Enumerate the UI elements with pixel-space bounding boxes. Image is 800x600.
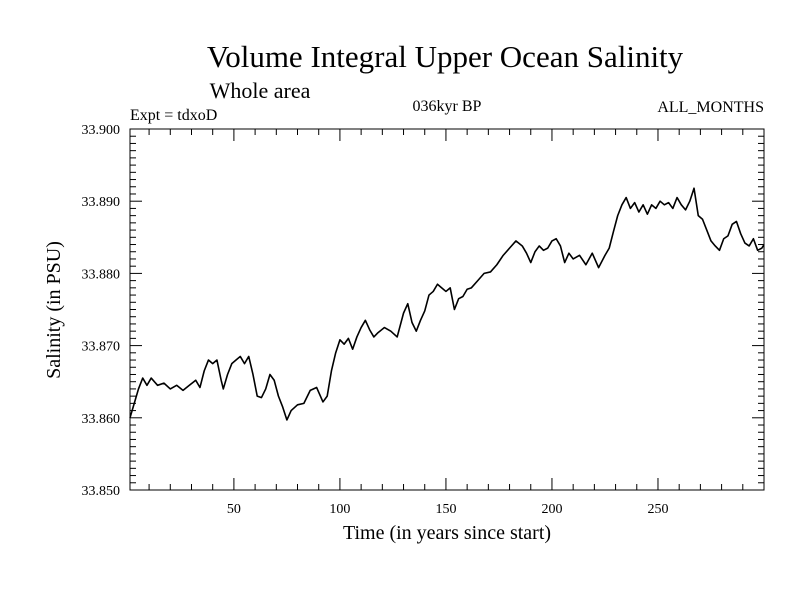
y-tick-label: 33.860 — [82, 412, 121, 427]
y-tick-label: 33.900 — [82, 123, 121, 138]
chart-subtitle: Whole area — [210, 78, 311, 103]
y-tick-label: 33.850 — [82, 484, 121, 499]
x-tick-label: 250 — [647, 502, 668, 517]
y-tick-label: 33.880 — [82, 267, 121, 282]
experiment-label: Expt = tdxoD — [130, 107, 217, 124]
x-tick-label: 100 — [329, 502, 350, 517]
chart-title: Volume Integral Upper Ocean Salinity — [207, 39, 684, 74]
y-tick-label: 33.870 — [82, 340, 121, 355]
y-tick-label: 33.890 — [82, 195, 121, 210]
series-line — [129, 187, 765, 421]
period-label: 036kyr BP — [413, 98, 482, 115]
months-label: ALL_MONTHS — [657, 99, 764, 116]
y-tick-labels: 33.850 33.860 33.870 33.880 33.890 33.900 — [82, 123, 121, 499]
x-tick-label: 150 — [435, 502, 456, 517]
axis-ticks — [130, 128, 764, 491]
x-axis-label: Time (in years since start) — [343, 522, 551, 544]
x-tick-labels: 50 100 150 200 250 — [227, 502, 669, 517]
x-tick-label: 50 — [227, 502, 241, 517]
y-axis-label: Salinity (in PSU) — [43, 241, 65, 379]
plot-frame — [129, 128, 765, 491]
x-tick-label: 200 — [541, 502, 562, 517]
